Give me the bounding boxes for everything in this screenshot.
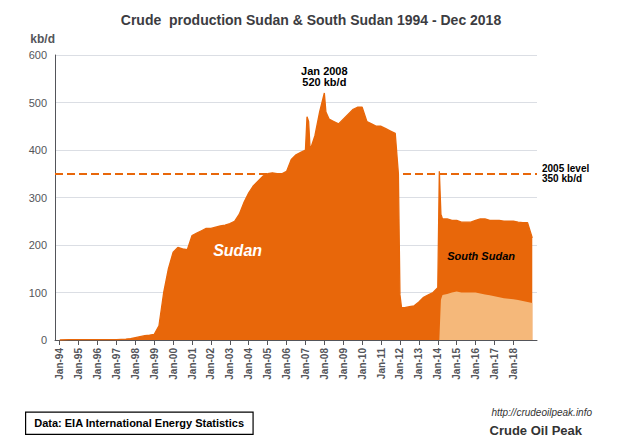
svg-text:Jan-18: Jan-18	[508, 348, 519, 380]
svg-text:520 kb/d: 520 kb/d	[302, 76, 346, 88]
svg-text:Jan-02: Jan-02	[205, 348, 216, 380]
svg-text:Jan-94: Jan-94	[54, 348, 65, 380]
svg-text:Jan-99: Jan-99	[149, 348, 160, 380]
svg-text:Jan-09: Jan-09	[338, 348, 349, 380]
svg-text:Jan-95: Jan-95	[73, 348, 84, 380]
svg-text:Crude Oil Peak: Crude Oil Peak	[490, 423, 583, 438]
svg-text:Jan-97: Jan-97	[111, 348, 122, 380]
svg-text:Jan 2008: Jan 2008	[301, 64, 348, 77]
svg-text:Jan-15: Jan-15	[451, 348, 462, 380]
svg-text:100: 100	[29, 287, 47, 299]
svg-text:350 kb/d: 350 kb/d	[542, 173, 582, 184]
svg-text:200: 200	[29, 239, 47, 251]
svg-text:http://crudeoilpeak.info: http://crudeoilpeak.info	[491, 407, 592, 418]
svg-text:400: 400	[29, 144, 47, 156]
svg-text:Jan-03: Jan-03	[224, 348, 235, 380]
svg-text:500: 500	[29, 97, 47, 109]
svg-text:Jan-98: Jan-98	[130, 348, 141, 380]
svg-text:Jan-07: Jan-07	[300, 348, 311, 380]
svg-text:South Sudan: South Sudan	[447, 250, 515, 262]
svg-text:Crude production Sudan & Sout: Crude production Sudan & South Sudan 199…	[121, 12, 502, 28]
svg-text:Jan-14: Jan-14	[432, 348, 443, 380]
svg-text:0: 0	[41, 334, 47, 346]
svg-text:Sudan: Sudan	[213, 242, 262, 259]
svg-text:2005 level: 2005 level	[542, 163, 590, 175]
svg-text:Jan-08: Jan-08	[319, 348, 330, 380]
svg-text:Jan-11: Jan-11	[376, 348, 387, 380]
svg-text:Jan-05: Jan-05	[262, 348, 273, 380]
svg-text:300: 300	[29, 192, 47, 204]
svg-text:kb/d: kb/d	[30, 32, 55, 46]
svg-text:Jan-01: Jan-01	[187, 348, 198, 380]
svg-text:Jan-00: Jan-00	[168, 348, 179, 380]
svg-text:Jan-06: Jan-06	[281, 348, 292, 380]
svg-text:Jan-17: Jan-17	[489, 348, 500, 380]
svg-text:Jan-10: Jan-10	[357, 348, 368, 380]
svg-text:Jan-13: Jan-13	[413, 348, 424, 380]
svg-text:Jan-96: Jan-96	[92, 348, 103, 380]
svg-text:Data: EIA International Energy: Data: EIA International Energy Statistic…	[34, 417, 244, 429]
svg-text:Jan-04: Jan-04	[243, 348, 254, 380]
svg-text:Jan-16: Jan-16	[470, 348, 481, 380]
svg-text:Jan-12: Jan-12	[394, 348, 405, 380]
svg-text:600: 600	[29, 49, 47, 61]
